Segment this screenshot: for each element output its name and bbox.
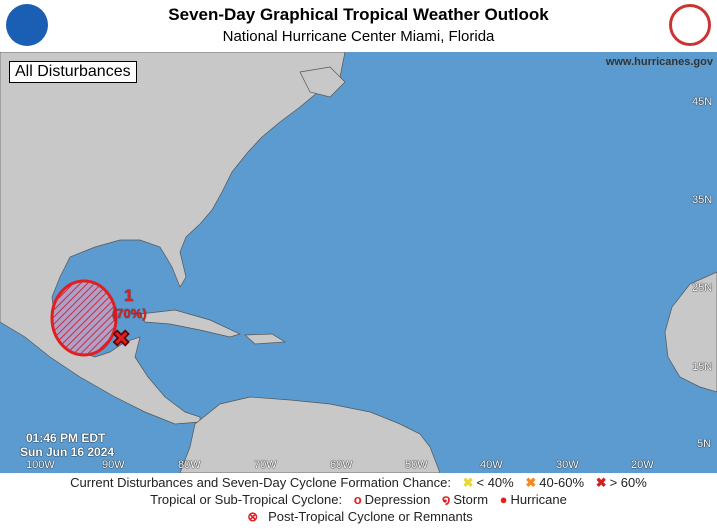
legend-depression: Depression [364,492,431,507]
lon-label: 90W [102,459,125,471]
noaa-logo [6,4,48,46]
high-chance-x-icon: ✖ [595,475,607,490]
hurricane-icon: ● [499,492,508,507]
lon-label: 60W [330,459,353,471]
disturbance-id: 1 [124,286,134,305]
disturbance-chance: (70%) [112,306,147,321]
lon-label: 100W [26,459,55,471]
timestamp-date: Sun Jun 16 2024 [20,445,115,459]
formation-area[interactable] [50,279,118,357]
lat-label: 25N [692,282,713,294]
low-chance-x-icon: ✖ [462,475,474,490]
website-link[interactable]: www.hurricanes.gov [605,56,713,68]
lon-label: 80W [178,459,201,471]
lat-label: 45N [692,96,713,108]
legend-storm: Storm [453,492,489,507]
legend-cyclone-label: Tropical or Sub-Tropical Cyclone: [150,492,343,507]
high-chance-x-icon[interactable]: ✖ [112,326,131,352]
africa [664,271,717,393]
depression-icon: o [353,492,362,507]
north-america [0,52,346,425]
legend-low: < 40% [476,475,514,490]
legend-medium: 40-60% [539,475,585,490]
legend: Current Disturbances and Seven-Day Cyclo… [0,474,717,525]
lon-label: 50W [405,459,428,471]
legend-post-tropical: Post-Tropical Cyclone or Remnants [268,509,473,524]
lat-label: 15N [692,361,713,373]
header: Seven-Day Graphical Tropical Weather Out… [0,0,717,52]
lon-label: 40W [480,459,503,471]
page-subtitle: National Hurricane Center Miami, Florida [222,28,495,45]
lat-label: 35N [692,194,713,206]
post-tropical-icon: ⊗ [247,509,259,524]
disturbance-1[interactable]: ✖ [50,279,131,357]
lon-label: 20W [631,459,654,471]
page-title: Seven-Day Graphical Tropical Weather Out… [168,5,549,24]
legend-formation-label: Current Disturbances and Seven-Day Cyclo… [70,475,451,490]
cuba [139,309,241,338]
view-label: All Disturbances [9,61,137,83]
nws-logo [669,4,711,46]
legend-high: > 60% [609,475,647,490]
hispaniola [244,333,287,345]
greenland-newfoundland [299,66,346,98]
lat-label: 5N [697,438,712,450]
legend-hurricane: Hurricane [510,492,567,507]
lon-label: 70W [254,459,277,471]
south-america [179,396,441,473]
map: ✖ [0,52,717,473]
lon-label: 30W [556,459,579,471]
storm-icon: ໑ [442,492,451,507]
timestamp-time: 01:46 PM EDT [26,431,106,445]
medium-chance-x-icon: ✖ [525,475,537,490]
